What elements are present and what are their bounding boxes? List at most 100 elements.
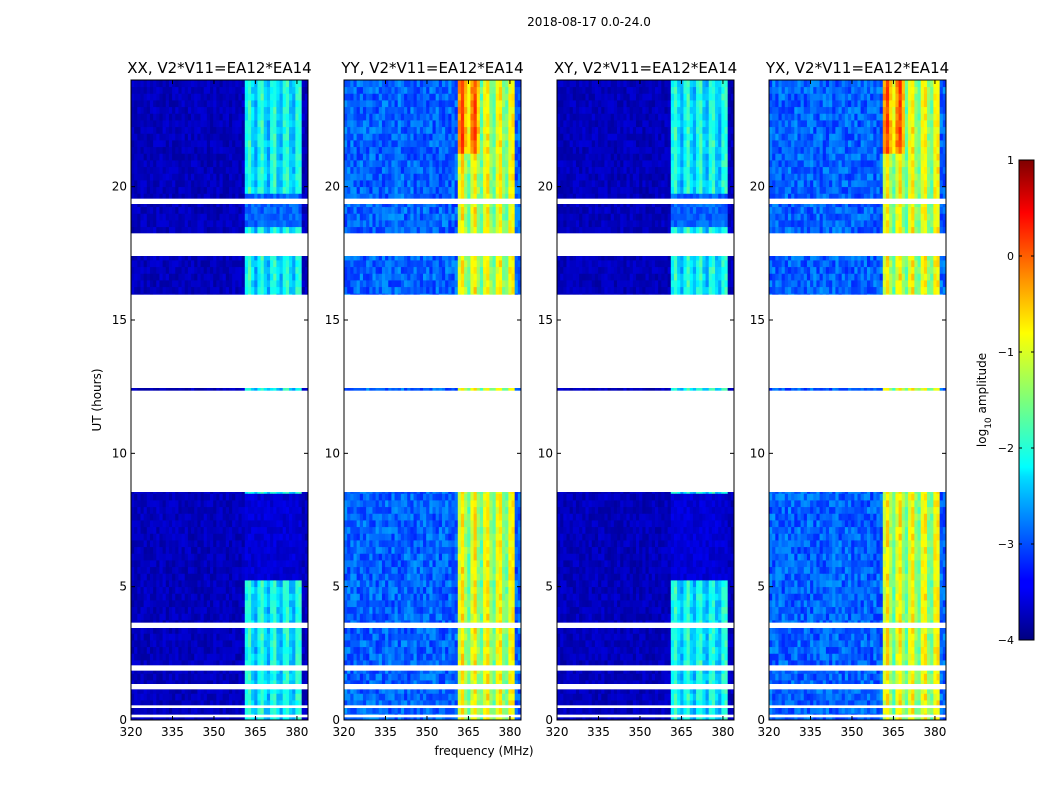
heatmap-cell — [194, 613, 198, 620]
heatmap-cell — [216, 587, 220, 594]
heatmap-cell — [188, 600, 192, 607]
heatmap-cell — [248, 653, 252, 660]
heatmap-cell — [289, 507, 293, 514]
heatmap-cell — [292, 500, 296, 507]
heatmap-cell — [188, 580, 192, 587]
heatmap-cell — [144, 500, 148, 507]
heatmap-cell — [257, 653, 261, 660]
heatmap-cell — [289, 553, 293, 560]
heatmap-cell — [131, 500, 135, 507]
heatmap-cell — [286, 693, 290, 700]
heatmap-cell — [229, 527, 233, 534]
heatmap-cell — [299, 533, 303, 540]
heatmap-cell — [223, 600, 227, 607]
heatmap-cell — [147, 607, 151, 614]
heatmap-cell — [147, 540, 151, 547]
heatmap-cell — [295, 573, 299, 580]
heatmap-cell — [175, 527, 179, 534]
heatmap-cell — [242, 500, 246, 507]
heatmap-cell — [292, 567, 296, 574]
heatmap-cell — [283, 607, 287, 614]
heatmap-cell — [295, 600, 299, 607]
heatmap-cell — [242, 693, 246, 700]
heatmap-cell — [147, 560, 151, 567]
heatmap-cell — [299, 547, 303, 554]
heatmap-cell — [254, 580, 258, 587]
heatmap-cell — [242, 673, 246, 680]
heatmap-cell — [131, 527, 135, 534]
heatmap-cell — [276, 553, 280, 560]
heatmap-cell — [140, 507, 144, 514]
heatmap-cell — [213, 567, 217, 574]
heatmap-cell — [226, 573, 230, 580]
heatmap-cell — [197, 547, 201, 554]
heatmap-cell — [295, 507, 299, 514]
heatmap-cell — [140, 593, 144, 600]
heatmap-cell — [273, 567, 277, 574]
heatmap-cell — [251, 647, 255, 654]
heatmap-cell — [204, 573, 208, 580]
heatmap-cell — [207, 647, 211, 654]
heatmap-cell — [220, 653, 224, 660]
heatmap-cell — [191, 633, 195, 640]
heatmap-cell — [257, 580, 261, 587]
heatmap-cell — [299, 513, 303, 520]
heatmap-cell — [232, 673, 236, 680]
heatmap-cell — [134, 647, 138, 654]
heatmap-cell — [229, 533, 233, 540]
heatmap-cell — [295, 613, 299, 620]
heatmap-cell — [302, 533, 306, 540]
heatmap-cell — [248, 633, 252, 640]
heatmap-cell — [204, 580, 208, 587]
heatmap-cell — [242, 633, 246, 640]
heatmap-cell — [223, 567, 227, 574]
heatmap-cell — [242, 653, 246, 660]
heatmap-cell — [201, 540, 205, 547]
heatmap-cell — [267, 647, 271, 654]
heatmap-cell — [270, 593, 274, 600]
heatmap-cell — [178, 613, 182, 620]
heatmap-cell — [175, 600, 179, 607]
heatmap-cell — [166, 573, 170, 580]
heatmap-cell — [159, 573, 163, 580]
heatmap-cell — [201, 520, 205, 527]
heatmap-cell — [140, 567, 144, 574]
heatmap-cell — [289, 580, 293, 587]
heatmap-cell — [302, 500, 306, 507]
heatmap-cell — [185, 613, 189, 620]
heatmap-cell — [286, 613, 290, 620]
heatmap-cell — [150, 533, 154, 540]
heatmap-cell — [273, 693, 277, 700]
heatmap-cell — [191, 640, 195, 647]
heatmap-cell — [144, 567, 148, 574]
heatmap-cell — [295, 607, 299, 614]
heatmap-cell — [267, 633, 271, 640]
heatmap-cell — [273, 613, 277, 620]
heatmap-cell — [292, 647, 296, 654]
heatmap-cell — [229, 587, 233, 594]
heatmap-cell — [286, 520, 290, 527]
heatmap-cell — [166, 560, 170, 567]
heatmap-cell — [261, 507, 265, 514]
heatmap-cell — [188, 540, 192, 547]
heatmap-cell — [207, 633, 211, 640]
heatmap-cell — [245, 593, 249, 600]
heatmap-cell — [144, 553, 148, 560]
heatmap-cell — [232, 560, 236, 567]
heatmap-cell — [267, 533, 271, 540]
heatmap-cell — [169, 520, 173, 527]
heatmap-cell — [188, 567, 192, 574]
heatmap-cell — [264, 493, 268, 500]
heatmap-cell — [134, 540, 138, 547]
heatmap-cell — [153, 640, 157, 647]
heatmap-cell — [232, 600, 236, 607]
heatmap-cell — [194, 607, 198, 614]
heatmap-cell — [207, 693, 211, 700]
heatmap-cell — [261, 533, 265, 540]
heatmap-cell — [257, 513, 261, 520]
heatmap-cell — [257, 520, 261, 527]
heatmap-cell — [134, 607, 138, 614]
heatmap-cell — [144, 587, 148, 594]
heatmap-cell — [191, 613, 195, 620]
heatmap-cell — [251, 587, 255, 594]
